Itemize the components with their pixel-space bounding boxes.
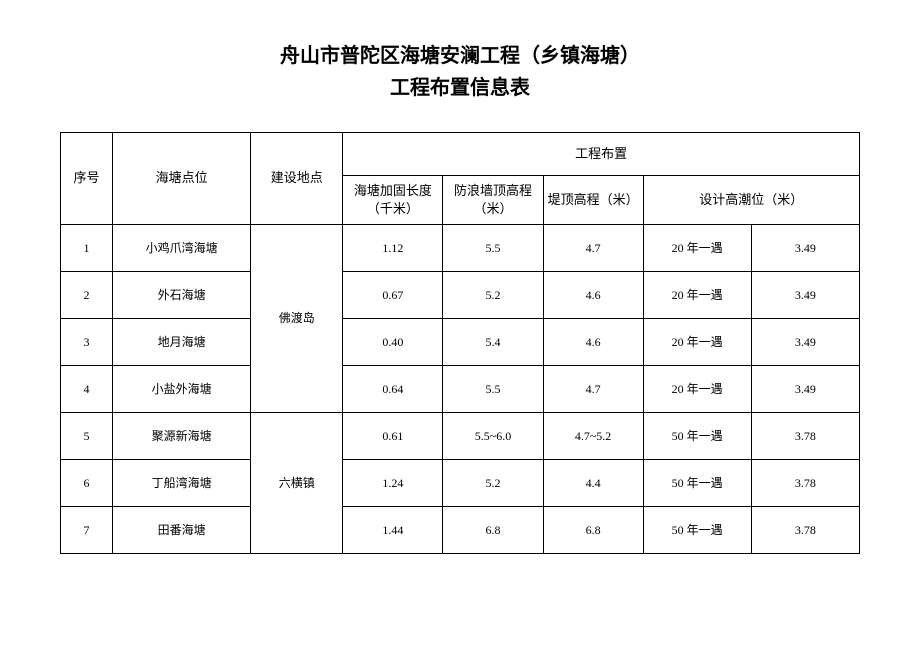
cell-loc: 佛渡岛: [251, 225, 343, 413]
cell-len: 0.40: [343, 319, 443, 366]
cell-len: 1.44: [343, 507, 443, 554]
cell-name: 地月海塘: [113, 319, 251, 366]
cell-idx: 1: [61, 225, 113, 272]
col-len: 海塘加固长度（千米）: [343, 176, 443, 225]
page: 舟山市普陀区海塘安澜工程（乡镇海塘） 工程布置信息表 序号 海塘点位 建设地点 …: [0, 0, 920, 554]
cell-tide: 3.49: [751, 272, 859, 319]
cell-wall: 5.5: [443, 225, 543, 272]
cell-top: 4.6: [543, 272, 643, 319]
col-loc: 建设地点: [251, 133, 343, 225]
cell-freq: 50 年一遇: [643, 413, 751, 460]
cell-tide: 3.78: [751, 507, 859, 554]
header-row-1: 序号 海塘点位 建设地点 工程布置: [61, 133, 860, 176]
cell-top: 4.6: [543, 319, 643, 366]
col-tide: 设计高潮位（米）: [643, 176, 859, 225]
cell-idx: 3: [61, 319, 113, 366]
cell-name: 外石海塘: [113, 272, 251, 319]
col-idx: 序号: [61, 133, 113, 225]
cell-name: 聚源新海塘: [113, 413, 251, 460]
cell-idx: 4: [61, 366, 113, 413]
table-row: 2外石海塘 0.675.24.620 年一遇3.49: [61, 272, 860, 319]
col-name: 海塘点位: [113, 133, 251, 225]
cell-idx: 6: [61, 460, 113, 507]
cell-len: 0.64: [343, 366, 443, 413]
cell-len: 1.24: [343, 460, 443, 507]
cell-freq: 20 年一遇: [643, 319, 751, 366]
cell-freq: 50 年一遇: [643, 460, 751, 507]
cell-wall: 5.4: [443, 319, 543, 366]
cell-freq: 20 年一遇: [643, 366, 751, 413]
cell-top: 6.8: [543, 507, 643, 554]
cell-wall: 5.5: [443, 366, 543, 413]
cell-idx: 2: [61, 272, 113, 319]
col-group: 工程布置: [343, 133, 860, 176]
cell-name: 田番海塘: [113, 507, 251, 554]
cell-tide: 3.49: [751, 366, 859, 413]
layout-table: 序号 海塘点位 建设地点 工程布置 海塘加固长度（千米） 防浪墙顶高程（米） 堤…: [60, 132, 860, 554]
cell-name: 丁船湾海塘: [113, 460, 251, 507]
cell-top: 4.7~5.2: [543, 413, 643, 460]
table-row: 7田番海塘1.446.86.850 年一遇3.78: [61, 507, 860, 554]
col-wall: 防浪墙顶高程（米）: [443, 176, 543, 225]
table-row: 6丁船湾海塘 1.245.24.450 年一遇3.78: [61, 460, 860, 507]
cell-freq: 20 年一遇: [643, 272, 751, 319]
col-top: 堤顶高程（米）: [543, 176, 643, 225]
cell-len: 0.61: [343, 413, 443, 460]
cell-top: 4.7: [543, 366, 643, 413]
cell-tide: 3.78: [751, 413, 859, 460]
cell-wall: 5.5~6.0: [443, 413, 543, 460]
title-line-2: 工程布置信息表: [390, 77, 530, 99]
cell-len: 0.67: [343, 272, 443, 319]
table-body: 1小鸡爪湾海塘佛渡岛1.125.54.720 年一遇3.492外石海塘0.675…: [61, 225, 860, 554]
cell-len: 1.12: [343, 225, 443, 272]
cell-tide: 3.49: [751, 225, 859, 272]
title-line-1: 舟山市普陀区海塘安澜工程（乡镇海塘）: [280, 45, 640, 67]
table-row: 5聚源新海塘六横镇0.615.5~6.04.7~5.250 年一遇3.78: [61, 413, 860, 460]
cell-wall: 5.2: [443, 460, 543, 507]
cell-name: 小盐外海塘: [113, 366, 251, 413]
cell-top: 4.7: [543, 225, 643, 272]
table-row: 4小盐外海塘 0.645.54.720 年一遇3.49: [61, 366, 860, 413]
cell-loc: 六横镇: [251, 413, 343, 554]
cell-tide: 3.78: [751, 460, 859, 507]
table-row: 3地月海塘 0.405.44.620 年一遇3.49: [61, 319, 860, 366]
cell-name: 小鸡爪湾海塘: [113, 225, 251, 272]
cell-tide: 3.49: [751, 319, 859, 366]
cell-wall: 6.8: [443, 507, 543, 554]
cell-freq: 20 年一遇: [643, 225, 751, 272]
page-title: 舟山市普陀区海塘安澜工程（乡镇海塘） 工程布置信息表: [60, 40, 860, 104]
cell-wall: 5.2: [443, 272, 543, 319]
cell-idx: 7: [61, 507, 113, 554]
table-row: 1小鸡爪湾海塘佛渡岛1.125.54.720 年一遇3.49: [61, 225, 860, 272]
cell-idx: 5: [61, 413, 113, 460]
cell-top: 4.4: [543, 460, 643, 507]
cell-freq: 50 年一遇: [643, 507, 751, 554]
